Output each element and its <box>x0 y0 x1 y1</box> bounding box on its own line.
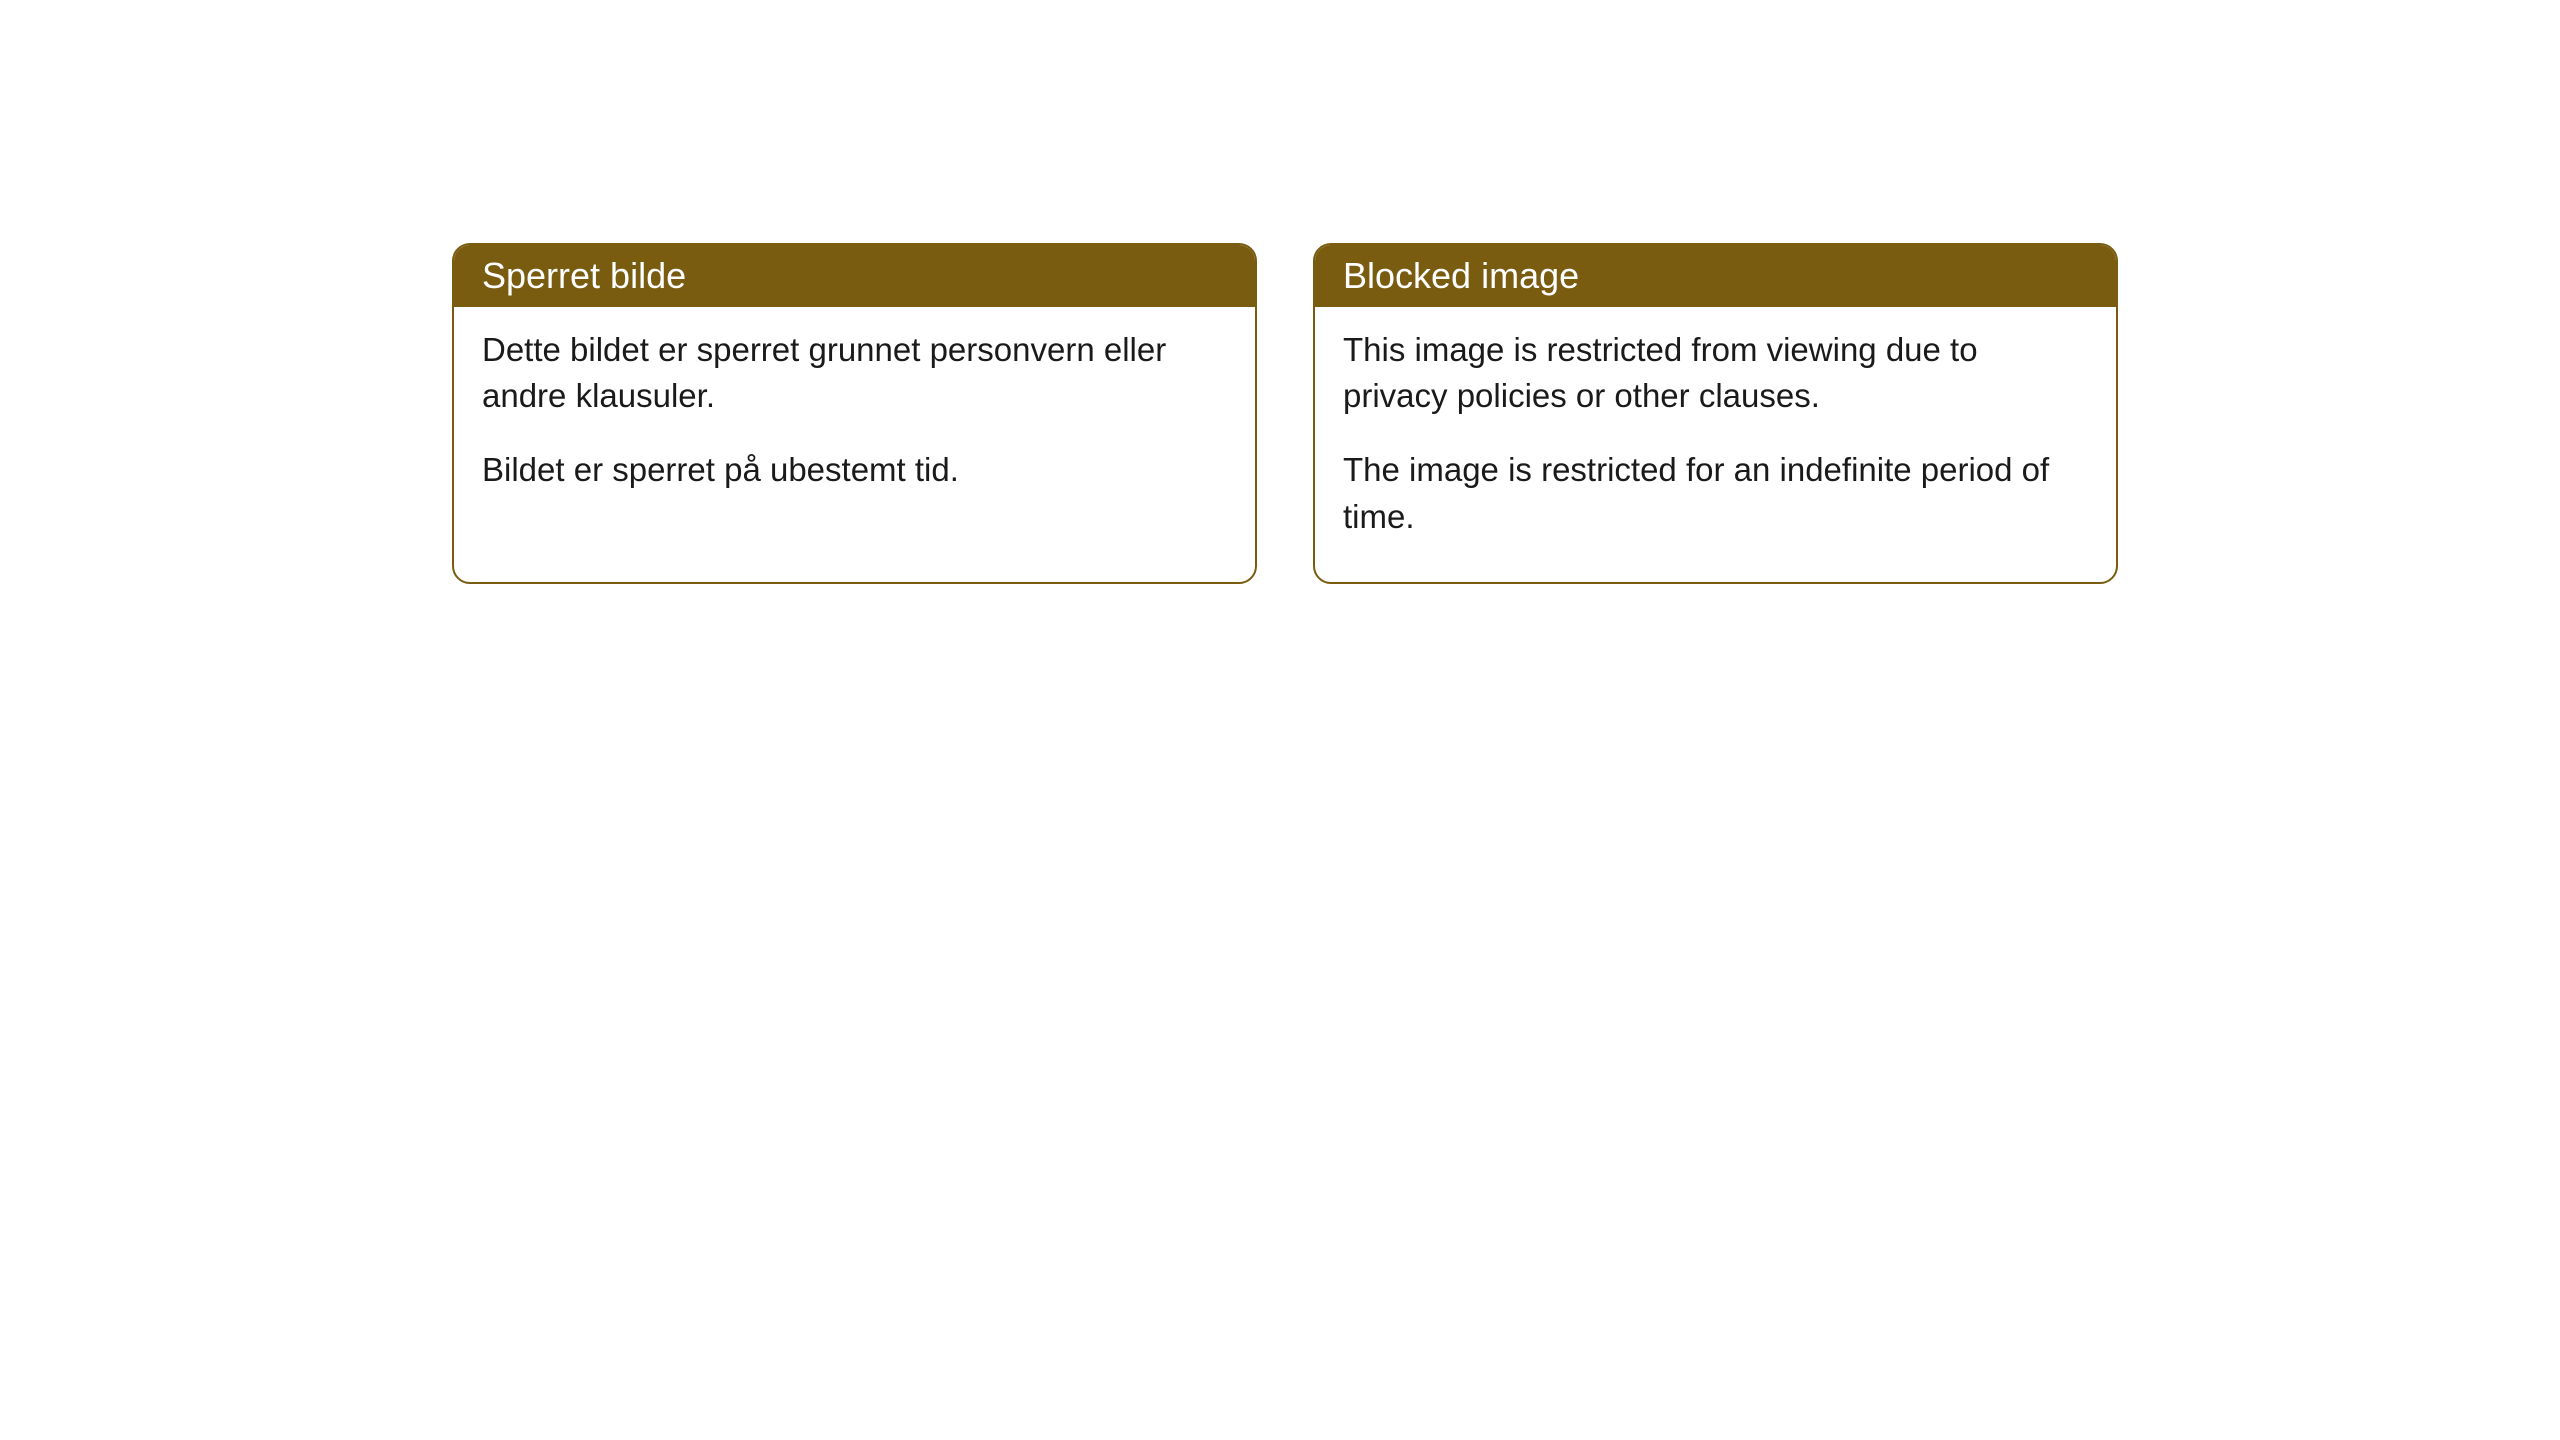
card-body-english: This image is restricted from viewing du… <box>1315 307 2116 582</box>
card-header-english: Blocked image <box>1315 245 2116 307</box>
card-text-english-2: The image is restricted for an indefinit… <box>1343 447 2088 539</box>
cards-container: Sperret bilde Dette bildet er sperret gr… <box>0 0 2560 584</box>
card-body-norwegian: Dette bildet er sperret grunnet personve… <box>454 307 1255 536</box>
card-english: Blocked image This image is restricted f… <box>1313 243 2118 584</box>
card-text-english-1: This image is restricted from viewing du… <box>1343 327 2088 419</box>
card-text-norwegian-2: Bildet er sperret på ubestemt tid. <box>482 447 1227 493</box>
card-norwegian: Sperret bilde Dette bildet er sperret gr… <box>452 243 1257 584</box>
card-header-norwegian: Sperret bilde <box>454 245 1255 307</box>
card-text-norwegian-1: Dette bildet er sperret grunnet personve… <box>482 327 1227 419</box>
